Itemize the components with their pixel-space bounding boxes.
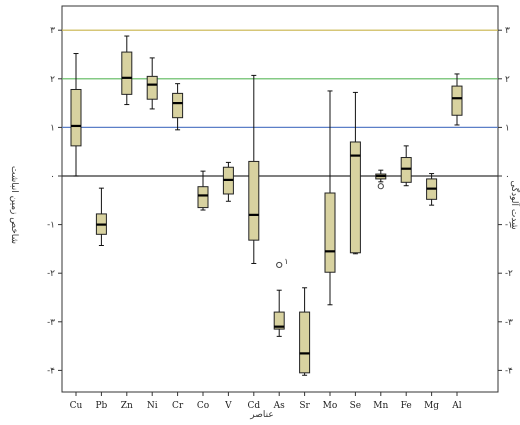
x-tick-label: V <box>224 401 232 411</box>
x-tick-label: Mg <box>424 401 439 411</box>
x-axis-label: عناصر <box>249 410 273 420</box>
y-axis-label-left: شاخص زمین انباشت <box>9 166 19 244</box>
x-tick-label: Co <box>197 401 209 411</box>
x-tick-label: Zn <box>121 401 133 411</box>
outlier-point <box>276 261 283 269</box>
y-tick-label-right: -۳ <box>505 318 513 328</box>
x-tick-label: Mn <box>373 401 388 411</box>
y-tick-label-right: -۲ <box>505 269 513 279</box>
y-tick-label-right: ۱ <box>505 123 510 133</box>
box-se <box>349 141 361 254</box>
y-tick-label-right: ۰ <box>505 172 510 182</box>
x-tick-label: Al <box>451 401 461 411</box>
y-tick-label-right: ۳ <box>505 26 510 36</box>
x-tick-label: Se <box>350 401 362 411</box>
y-tick-label-right: ۲ <box>505 75 510 85</box>
box-al <box>451 85 463 116</box>
x-tick-label: Mo <box>323 401 338 411</box>
box-cd <box>248 160 260 241</box>
x-tick-label: Cu <box>70 401 83 411</box>
y-tick-label-left: ۳ <box>50 26 55 36</box>
box-zn <box>121 51 133 95</box>
box-ni <box>146 75 158 100</box>
y-tick-label-left: -۳ <box>47 318 55 328</box>
y-axis-label-right: شدت آلودگی <box>509 180 520 229</box>
x-tick-label: Ni <box>147 401 158 411</box>
y-tick-label-left: ۲ <box>50 75 55 85</box>
y-tick-label-left: -۴ <box>47 366 55 376</box>
box-mo <box>324 192 336 273</box>
y-tick-label-left: ۱ <box>50 123 55 133</box>
x-tick-label: Cr <box>172 401 184 411</box>
box-co <box>197 186 209 209</box>
outlier-label: ۱ <box>284 257 288 266</box>
plot-frame <box>61 5 499 393</box>
y-tick-label-left: ۰ <box>50 172 55 182</box>
y-tick-label-left: -۲ <box>47 269 55 279</box>
y-tick-label-right: -۱ <box>505 221 513 231</box>
plot-layer: ۳ ۳ ۲ ۲ ۱ ۱ ۰ ۰ -۱ -۱ -۲ -۲ -۳ -۳ -۴ -۴ Cu Pb Zn Ni Cr Co V Cd A… <box>47 5 513 411</box>
box-cr <box>172 92 184 119</box>
x-tick-label: Cd <box>247 401 260 411</box>
outlier-point <box>377 183 384 190</box>
box-as <box>273 311 285 330</box>
y-tick-label-right: -۴ <box>505 366 513 376</box>
x-tick-label: Sr <box>299 401 310 411</box>
x-tick-label: Fe <box>401 401 412 411</box>
x-tick-label: Pb <box>95 401 107 411</box>
box-fe <box>400 157 412 183</box>
box-sr <box>299 311 311 374</box>
x-tick-label: As <box>273 401 285 411</box>
box-cu <box>70 88 82 147</box>
y-tick-label-left: -۱ <box>47 221 55 231</box>
